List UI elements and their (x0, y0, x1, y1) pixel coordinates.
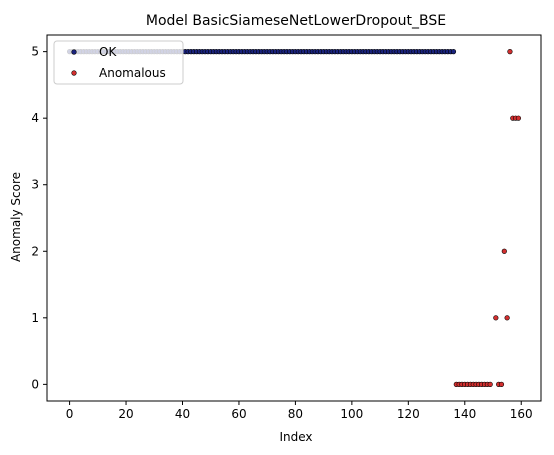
y-tick-label: 1 (31, 311, 39, 325)
y-tick-label: 5 (31, 45, 39, 59)
legend-entry-ok-label: OK (99, 45, 117, 59)
legend: OK Anomalous (53, 40, 184, 85)
x-tick-label: 100 (340, 407, 363, 421)
y-tick-label: 2 (31, 244, 39, 258)
ok-point (450, 49, 457, 55)
anomalous-point (498, 381, 505, 387)
legend-entry-anomalous-marker (71, 70, 77, 76)
x-tick-label: 120 (397, 407, 420, 421)
data-points (66, 49, 522, 387)
anomalous-point (504, 315, 510, 321)
x-tick-label: 60 (231, 407, 246, 421)
axis-ticks: 0 20 40 60 80 100 120 140 160 0 1 2 3 4 5 (31, 45, 532, 421)
legend-entry-ok-marker (71, 49, 77, 55)
x-axis-label: Index (279, 430, 312, 444)
x-tick-label: 80 (288, 407, 303, 421)
y-tick-label: 3 (31, 178, 39, 192)
anomalous-point (487, 381, 493, 387)
legend-box (53, 40, 184, 85)
y-tick-label: 0 (31, 377, 39, 391)
x-tick-label: 40 (175, 407, 190, 421)
y-tick-label: 4 (31, 111, 39, 125)
y-axis-label: Anomaly Score (9, 172, 23, 262)
anomalous-point (507, 49, 513, 55)
plot-frame (46, 34, 542, 402)
legend-entry-anomalous-label: Anomalous (99, 66, 166, 80)
anomalous-point (501, 248, 507, 254)
x-tick-label: 20 (118, 407, 133, 421)
x-tick-label: 0 (66, 407, 74, 421)
x-tick-label: 140 (453, 407, 476, 421)
anomalous-point (515, 115, 522, 121)
anomalous-point (493, 315, 499, 321)
chart-title: Model BasicSiameseNetLowerDropout_BSE (146, 13, 446, 29)
x-tick-label: 160 (510, 407, 533, 421)
